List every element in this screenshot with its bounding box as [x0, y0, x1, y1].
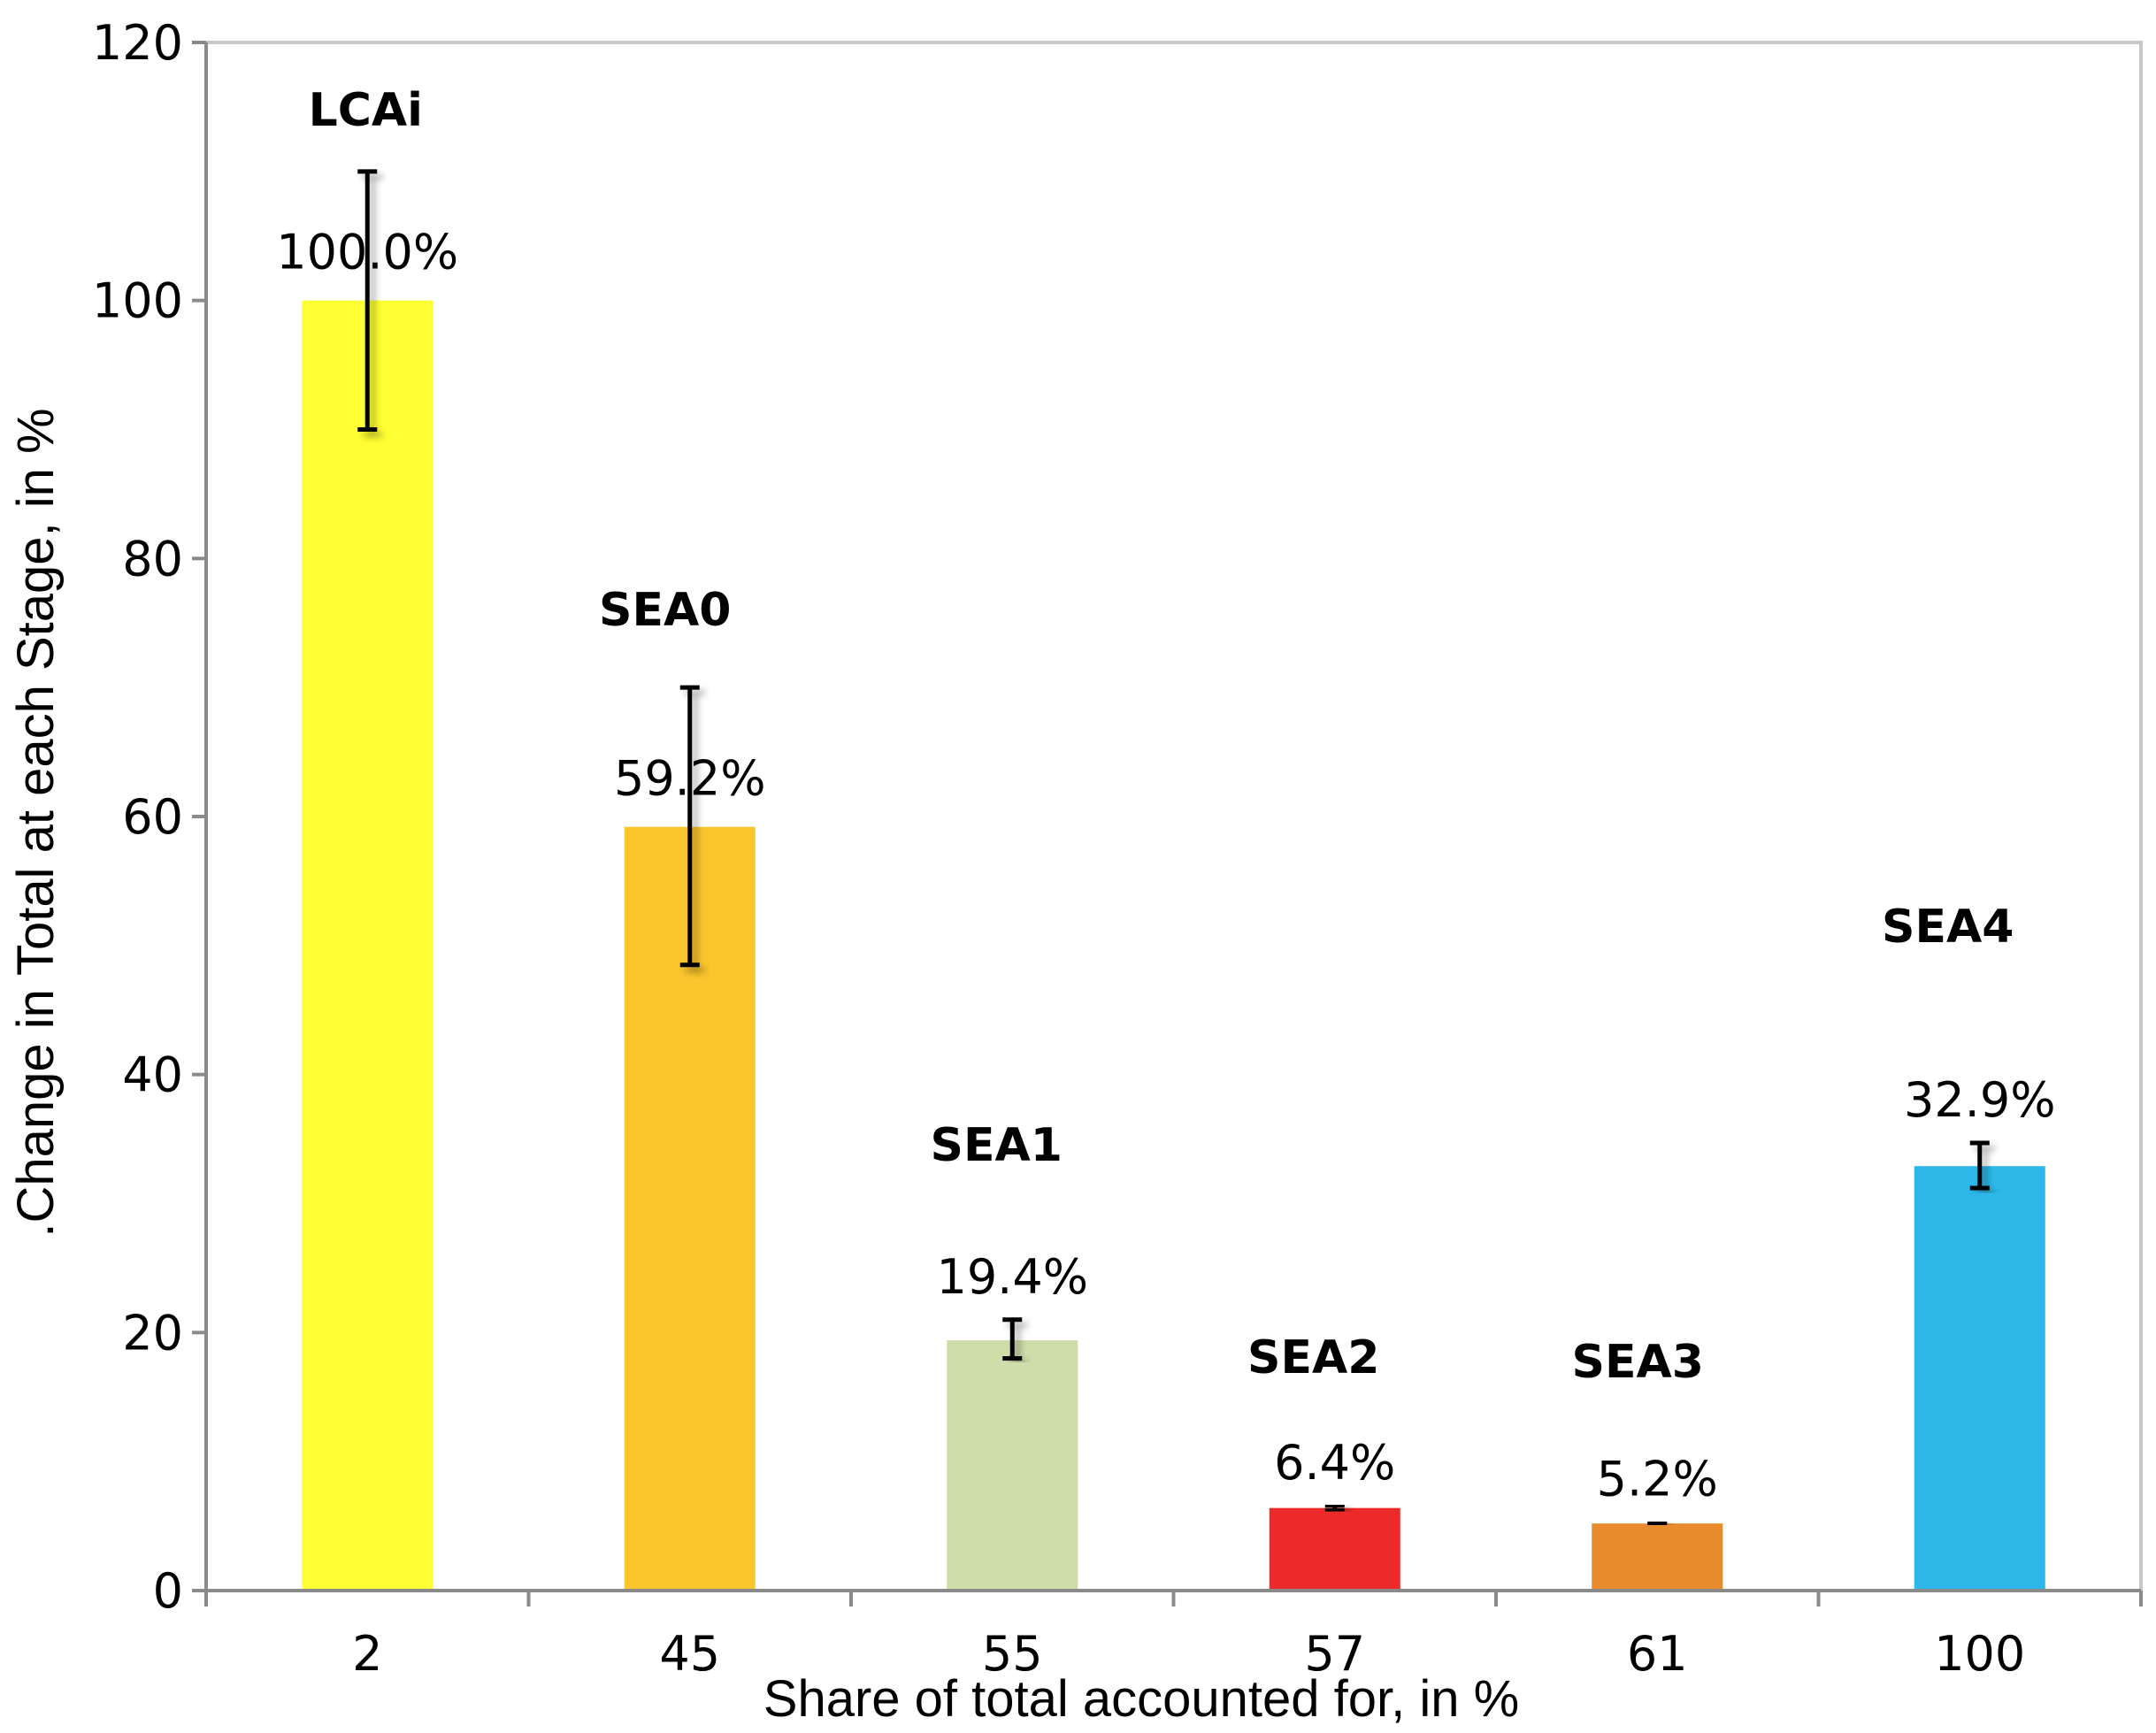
error-bar — [1324, 1503, 1345, 1514]
error-bar — [1647, 1520, 1668, 1528]
value-label: 5.2% — [1597, 1452, 1718, 1507]
x-tick-label: 45 — [659, 1626, 720, 1682]
stage-label: SEA3 — [1572, 1336, 1704, 1389]
y-tick-label: 80 — [122, 531, 183, 587]
stage-label: SEA0 — [599, 584, 731, 637]
x-axis-title: Share of total accounted for, in % — [763, 1670, 1519, 1728]
value-label: 19.4% — [936, 1249, 1088, 1305]
y-tick-label: 40 — [122, 1047, 183, 1103]
x-tick-label: 55 — [982, 1626, 1043, 1682]
value-label: 59.2% — [614, 751, 766, 807]
x-tick-label: 2 — [352, 1626, 382, 1682]
value-label: 32.9% — [1904, 1072, 2056, 1128]
bar-sea4 — [1914, 1166, 2045, 1591]
plot-area — [204, 41, 2143, 1592]
bar-sea3 — [1592, 1523, 1723, 1591]
stage-label: SEA2 — [1247, 1331, 1379, 1384]
x-tick-label: 57 — [1304, 1626, 1365, 1682]
x-tick-label: 61 — [1627, 1626, 1688, 1682]
y-tick-label: 120 — [92, 15, 183, 71]
x-tick-label: 100 — [1934, 1626, 2025, 1682]
stage-label: SEA4 — [1882, 901, 2014, 954]
bar-sea1 — [947, 1340, 1078, 1591]
error-bar — [357, 169, 378, 432]
y-tick-label: 0 — [153, 1563, 183, 1619]
y-axis-title: .Change in Total at each Stage, in % — [7, 408, 65, 1237]
error-bar — [1969, 1140, 1990, 1191]
stage-label: LCAi — [309, 84, 423, 137]
value-label: 100.0% — [276, 225, 458, 280]
y-tick-label: 20 — [122, 1305, 183, 1361]
error-bar — [1002, 1317, 1023, 1361]
bar-lcai — [302, 300, 434, 1591]
error-bar — [679, 685, 700, 968]
stage-label: SEA1 — [931, 1119, 1063, 1172]
y-tick-label: 100 — [92, 273, 183, 329]
value-label: 6.4% — [1274, 1435, 1395, 1491]
y-tick-label: 60 — [122, 789, 183, 845]
bar-sea2 — [1269, 1507, 1400, 1591]
